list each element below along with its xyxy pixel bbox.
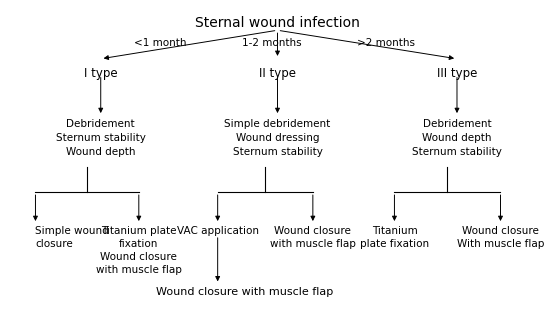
Text: Simple wound
closure: Simple wound closure <box>36 226 109 249</box>
Text: II type: II type <box>259 67 296 80</box>
Text: 1-2 months: 1-2 months <box>242 38 302 48</box>
Text: <1 month: <1 month <box>134 38 187 48</box>
Text: I type: I type <box>84 67 118 80</box>
Text: Wound closure
with muscle flap: Wound closure with muscle flap <box>270 226 356 249</box>
Text: III type: III type <box>437 67 477 80</box>
Text: Sternal wound infection: Sternal wound infection <box>195 16 360 30</box>
Text: Wound closure
With muscle flap: Wound closure With muscle flap <box>457 226 544 249</box>
Text: Wound closure with muscle flap: Wound closure with muscle flap <box>157 287 334 297</box>
Text: Debridement
Sternum stability
Wound depth: Debridement Sternum stability Wound dept… <box>56 119 145 157</box>
Text: >2 months: >2 months <box>357 38 415 48</box>
Text: Titanium
plate fixation: Titanium plate fixation <box>360 226 429 249</box>
Text: Debridement
Wound depth
Sternum stability: Debridement Wound depth Sternum stabilit… <box>412 119 502 157</box>
Text: VAC application: VAC application <box>176 226 259 236</box>
Text: Titanium plate
fixation
Wound closure
with muscle flap: Titanium plate fixation Wound closure wi… <box>96 226 181 275</box>
Text: Simple debridement
Wound dressing
Sternum stability: Simple debridement Wound dressing Sternu… <box>224 119 331 157</box>
